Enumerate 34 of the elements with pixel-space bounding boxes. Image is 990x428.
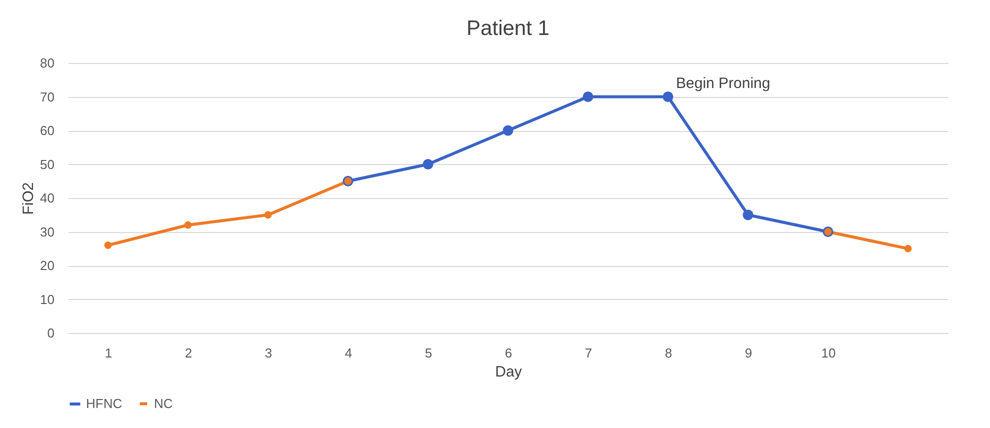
point [742,210,754,220]
x-tick-label: 5 [424,346,432,360]
x-tick-label: 6 [504,346,512,360]
point [104,242,112,249]
x-tick-label: 8 [664,346,672,360]
x-tick-label: 7 [584,346,592,360]
x-tick-label: 4 [344,346,352,360]
y-tick-label: 30 [40,224,54,240]
x-tick-label: 1 [104,346,112,360]
point [582,92,594,102]
y-axis-title: FiO2 [20,182,38,215]
x-tick-label: 2 [184,346,192,360]
point [264,211,272,219]
point [662,92,674,102]
y-tick-label: 60 [40,123,54,138]
legend-label: HFNC [86,396,122,411]
y-tick-label: 40 [40,190,54,206]
annotation: Begin Proning [676,74,770,92]
legend-label: NC [154,396,173,411]
point [502,125,514,136]
y-tick-label: 10 [40,292,54,307]
x-tick-label: 10 [821,346,836,360]
point [184,221,192,229]
chart-title: Patient 1 [466,17,550,40]
x-tick-label: 3 [264,346,272,360]
x-tick-label: 9 [744,346,752,360]
x-axis-title: Day [495,364,522,380]
y-tick-label: 20 [40,258,54,273]
y-tick-label: 70 [40,89,54,104]
point [422,159,434,170]
y-tick-label: 0 [47,326,54,340]
point [904,244,912,252]
y-tick-label: 80 [40,56,54,70]
y-tick-label: 50 [40,156,54,172]
